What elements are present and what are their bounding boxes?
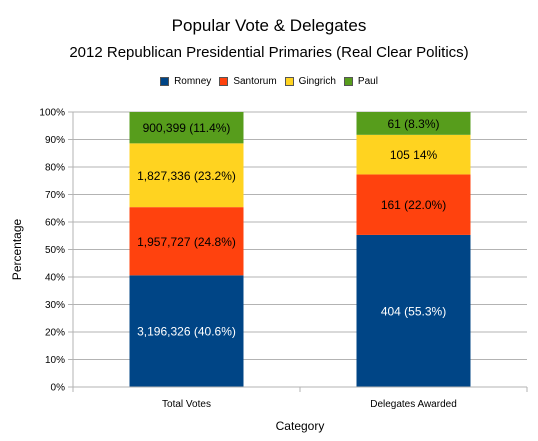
y-tick-label: 20% bbox=[45, 328, 65, 339]
y-tick-label: 60% bbox=[45, 218, 65, 229]
y-tick-label: 10% bbox=[45, 355, 65, 366]
legend-item-paul: Paul bbox=[343, 76, 378, 87]
data-label: 1,827,336 (23.2%) bbox=[137, 169, 236, 183]
data-label: 3,196,326 (40.6%) bbox=[137, 325, 236, 339]
x-tick-label: Total Votes bbox=[162, 399, 211, 410]
y-tick-label: 0% bbox=[51, 383, 66, 394]
data-label: 900,399 (11.4%) bbox=[143, 121, 231, 135]
y-tick-label: 70% bbox=[45, 190, 65, 201]
x-tick-label: Delegates Awarded bbox=[370, 399, 457, 410]
legend-swatch bbox=[160, 77, 170, 86]
y-tick-label: 90% bbox=[45, 135, 65, 146]
chart-subtitle: 2012 Republican Presidential Primaries (… bbox=[69, 44, 469, 61]
y-tick-label: 30% bbox=[45, 300, 65, 311]
legend-label: Gingrich bbox=[298, 76, 336, 87]
bar-segment-gingrich bbox=[129, 143, 244, 208]
y-tick-label: 50% bbox=[45, 245, 65, 256]
chart-title: Popular Vote & Delegates bbox=[171, 16, 367, 35]
bar-segment-santorum bbox=[356, 174, 471, 235]
bar-segment-paul bbox=[356, 112, 471, 135]
y-tick-label: 40% bbox=[45, 273, 65, 284]
data-label: 161 (22.0%) bbox=[381, 198, 446, 212]
legend-label: Paul bbox=[357, 76, 378, 87]
y-tick-label: 80% bbox=[45, 163, 65, 174]
legend-item-santorum: Santorum bbox=[219, 76, 277, 87]
legend-label: Santorum bbox=[233, 76, 277, 87]
y-tick-label: 100% bbox=[39, 108, 65, 119]
legend: Romney Santorum Gingrich Paul bbox=[0, 76, 538, 87]
data-label: 404 (55.3%) bbox=[381, 304, 446, 318]
bar-segment-paul bbox=[129, 112, 244, 144]
y-axis-label: Percentage bbox=[10, 218, 24, 280]
legend-label: Romney bbox=[174, 76, 212, 87]
x-axis-label: Category bbox=[276, 419, 325, 433]
legend-swatch bbox=[284, 77, 294, 86]
data-label: 1,957,727 (24.8%) bbox=[137, 235, 236, 249]
legend-item-gingrich: Gingrich bbox=[284, 76, 336, 87]
bar-segment-santorum bbox=[129, 207, 244, 276]
bar-segment-romney bbox=[356, 234, 471, 387]
bar-segment-gingrich bbox=[356, 134, 471, 175]
legend-swatch bbox=[219, 77, 229, 86]
data-label: 105 14% bbox=[390, 148, 438, 162]
bar-segment-romney bbox=[129, 275, 244, 387]
legend-swatch bbox=[343, 77, 353, 86]
data-label: 61 (8.3%) bbox=[387, 117, 439, 131]
legend-item-romney: Romney bbox=[160, 76, 211, 87]
